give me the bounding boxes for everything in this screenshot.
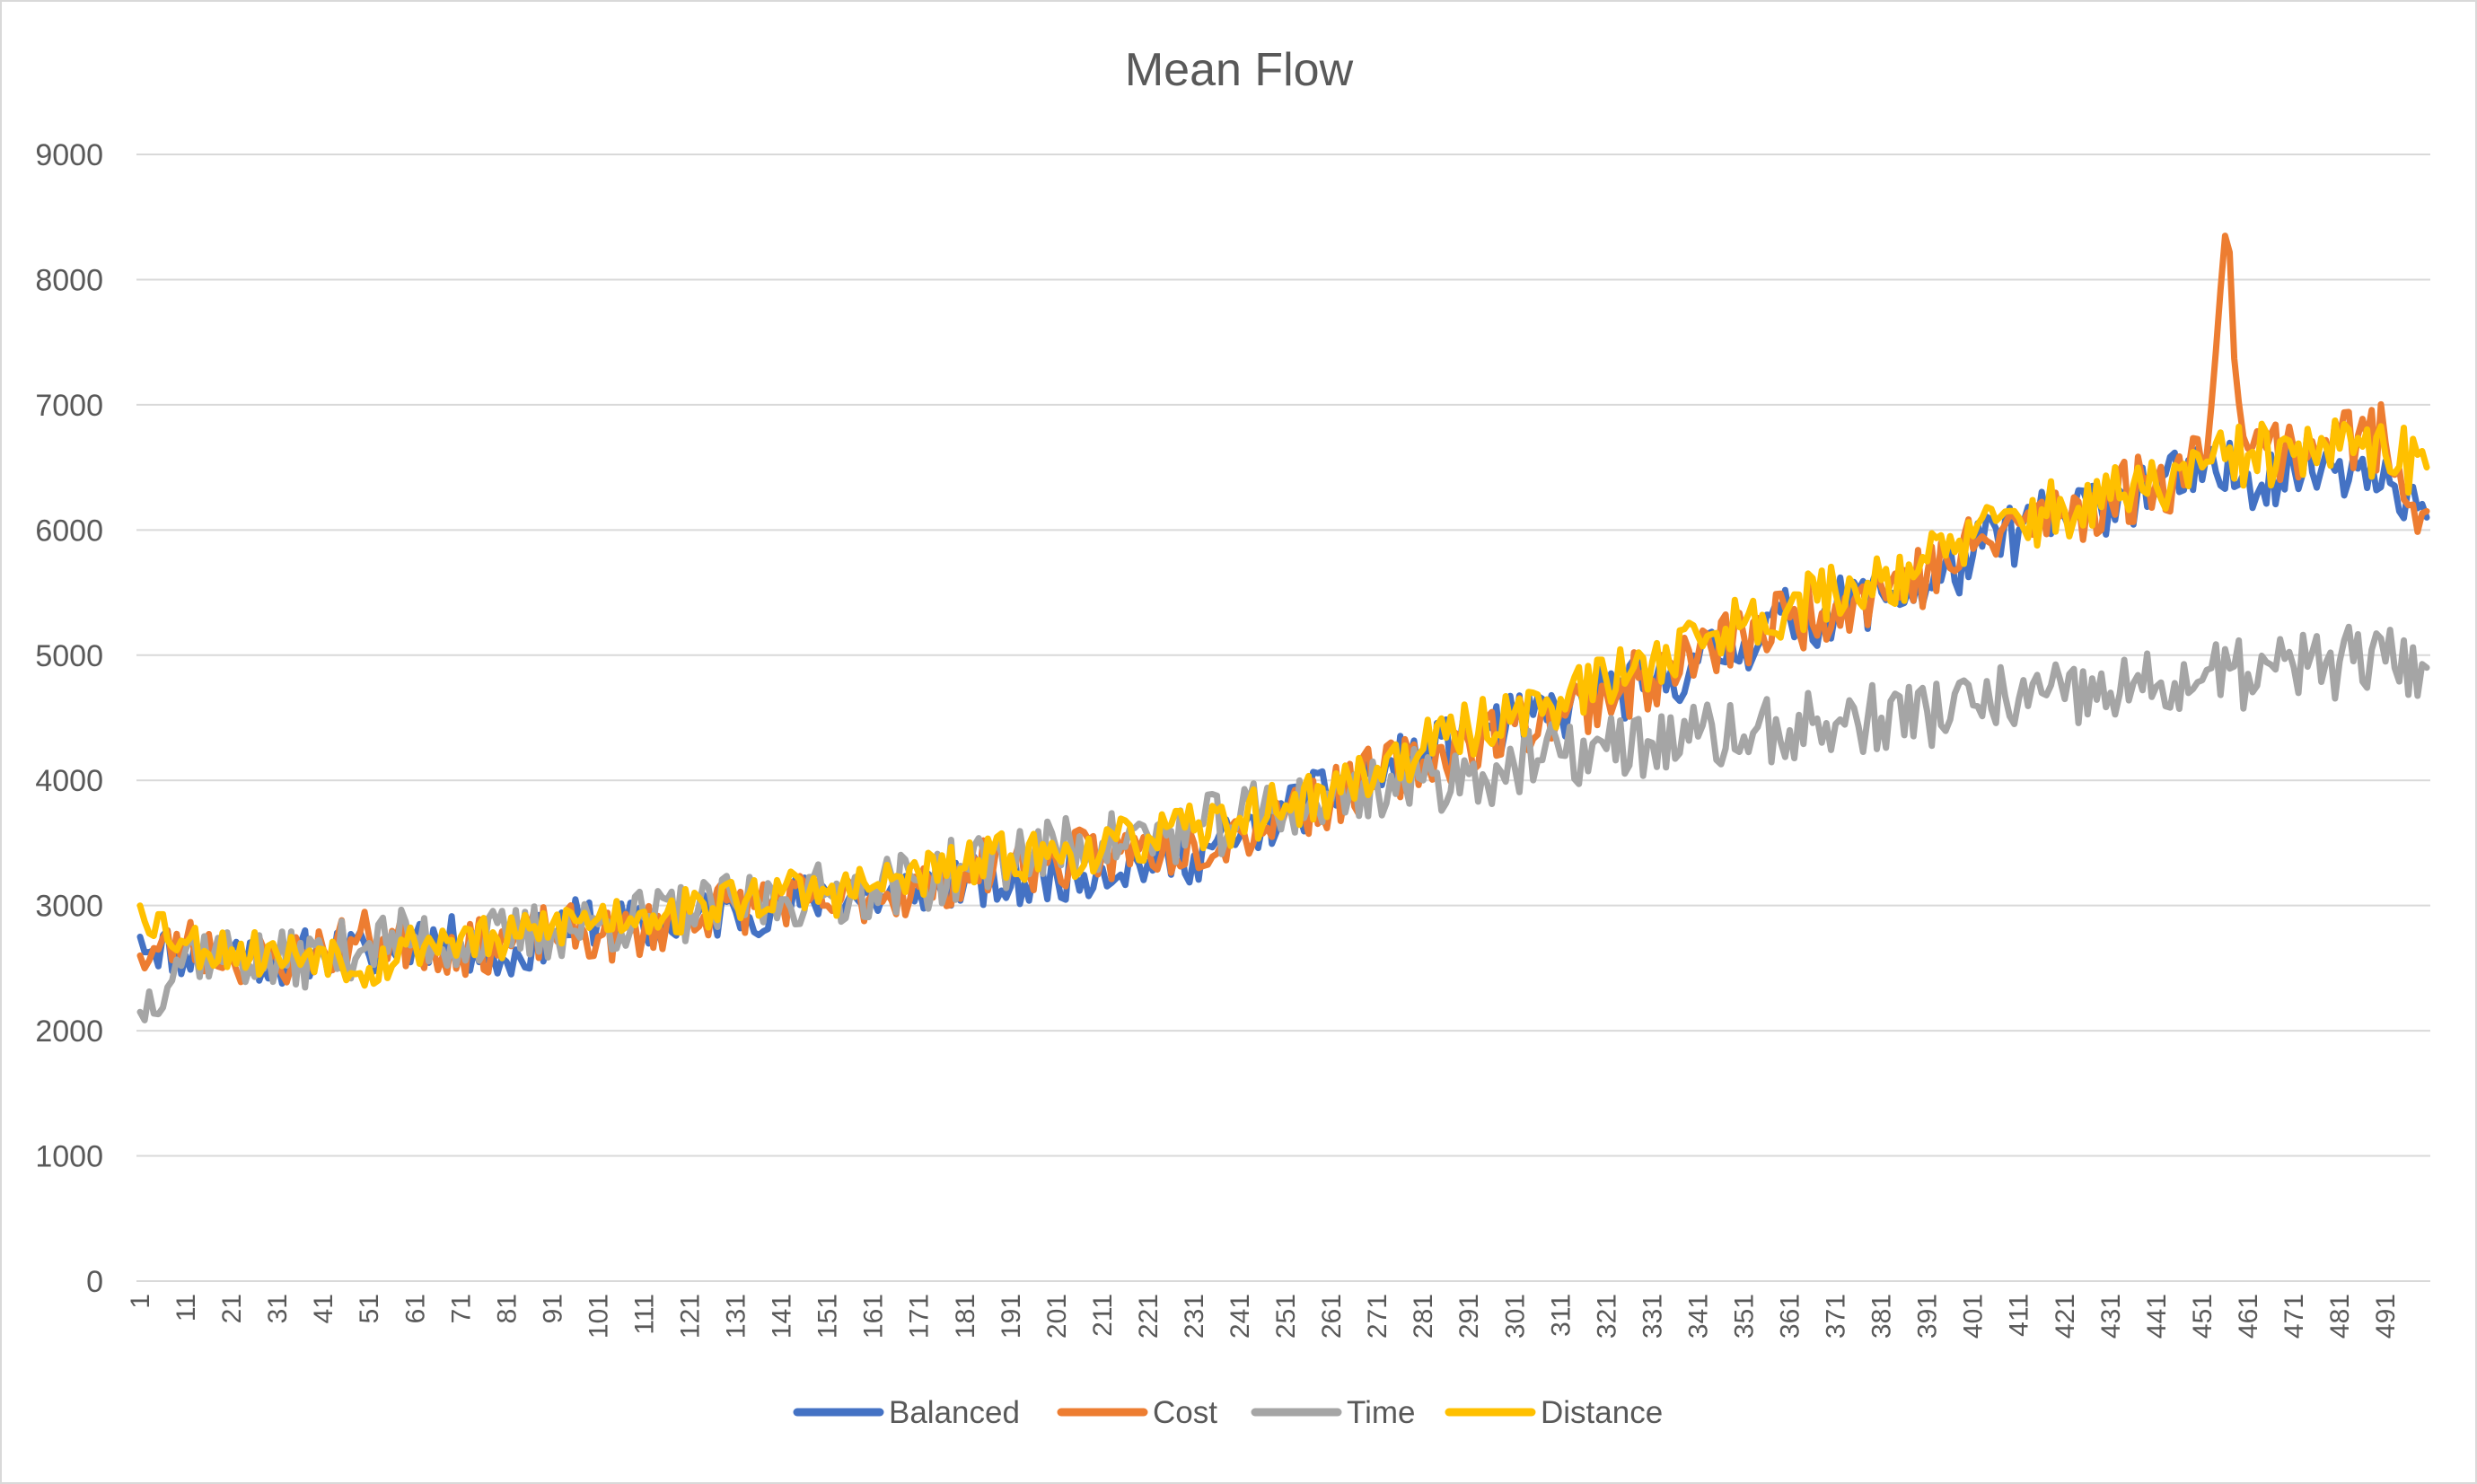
x-tick-label: 251 [1271,1294,1301,1339]
x-tick-label: 131 [722,1294,751,1339]
x-tick-label: 261 [1317,1294,1347,1339]
x-tick-label: 391 [1913,1294,1943,1339]
y-tick-label: 0 [86,1265,103,1299]
x-tick-label: 1 [126,1294,155,1309]
x-tick-label: 271 [1363,1294,1392,1339]
series-line-distance [136,417,2430,989]
y-tick-label: 5000 [35,639,103,673]
x-tick-label: 161 [859,1294,889,1339]
x-tick-label: 311 [1546,1294,1576,1337]
legend-label-balanced: Balanced [889,1395,1020,1430]
x-tick-label: 481 [2325,1294,2355,1339]
x-axis-tick-labels: 1 11 21 31 41 51 61 71 81 91 101 111 121 131 141 151 161… [126,1294,2401,1339]
x-tick-label: 71 [446,1294,476,1323]
x-tick-label: 151 [813,1294,843,1339]
x-tick-label: 331 [1638,1294,1667,1339]
x-tick-label: 111 [629,1294,659,1335]
series-lines [136,233,2430,1023]
x-tick-label: 231 [1180,1294,1209,1339]
x-tick-label: 371 [1822,1294,1851,1339]
x-tick-label: 431 [2096,1294,2126,1339]
y-tick-label: 9000 [35,138,103,172]
legend: Balanced Cost Time Distance [793,1395,1663,1430]
x-tick-label: 361 [1776,1294,1805,1339]
y-tick-label: 3000 [35,890,103,924]
x-tick-label: 171 [905,1294,935,1339]
x-tick-label: 141 [768,1294,797,1339]
x-tick-label: 411 [2005,1294,2034,1337]
x-tick-label: 21 [217,1294,247,1323]
chart-title: Mean Flow [1125,44,1354,96]
x-tick-label: 181 [951,1294,980,1339]
x-tick-label: 211 [1088,1294,1118,1337]
x-tick-label: 81 [492,1294,522,1323]
x-tick-label: 381 [1867,1294,1897,1339]
x-tick-label: 291 [1454,1294,1484,1339]
y-axis-tick-labels: 0 1000 2000 3000 4000 5000 6000 7000 8000 9000 [35,138,103,1299]
x-tick-label: 51 [355,1294,384,1323]
x-tick-label: 31 [263,1294,293,1323]
x-tick-label: 121 [676,1294,706,1339]
x-tick-label: 301 [1500,1294,1530,1339]
legend-label-time: Time [1347,1395,1415,1430]
gridlines [136,154,2430,1282]
series-line-cost [136,233,2430,986]
y-tick-label: 7000 [35,389,103,423]
y-tick-label: 2000 [35,1014,103,1049]
x-tick-label: 401 [1959,1294,1989,1339]
x-tick-label: 41 [309,1294,338,1323]
y-tick-label: 4000 [35,764,103,798]
y-tick-label: 1000 [35,1140,103,1174]
x-tick-label: 351 [1729,1294,1759,1339]
x-tick-label: 101 [584,1294,613,1339]
x-tick-label: 11 [171,1294,201,1322]
legend-label-cost: Cost [1153,1395,1217,1430]
x-tick-label: 221 [1134,1294,1164,1339]
y-tick-label: 6000 [35,514,103,548]
y-tick-label: 8000 [35,263,103,297]
x-tick-label: 461 [2234,1294,2263,1339]
x-tick-label: 341 [1683,1294,1713,1339]
x-tick-label: 241 [1225,1294,1255,1339]
x-tick-label: 421 [2051,1294,2080,1339]
x-tick-label: 191 [997,1294,1026,1339]
legend-label-distance: Distance [1541,1395,1663,1430]
x-tick-label: 451 [2188,1294,2218,1339]
x-tick-label: 201 [1042,1294,1072,1339]
x-tick-label: 281 [1409,1294,1438,1339]
x-tick-label: 471 [2279,1294,2309,1339]
x-tick-label: 61 [400,1294,430,1323]
x-tick-label: 321 [1592,1294,1621,1339]
x-tick-label: 441 [2142,1294,2172,1339]
x-tick-label: 91 [538,1294,567,1323]
x-tick-label: 491 [2371,1294,2401,1339]
